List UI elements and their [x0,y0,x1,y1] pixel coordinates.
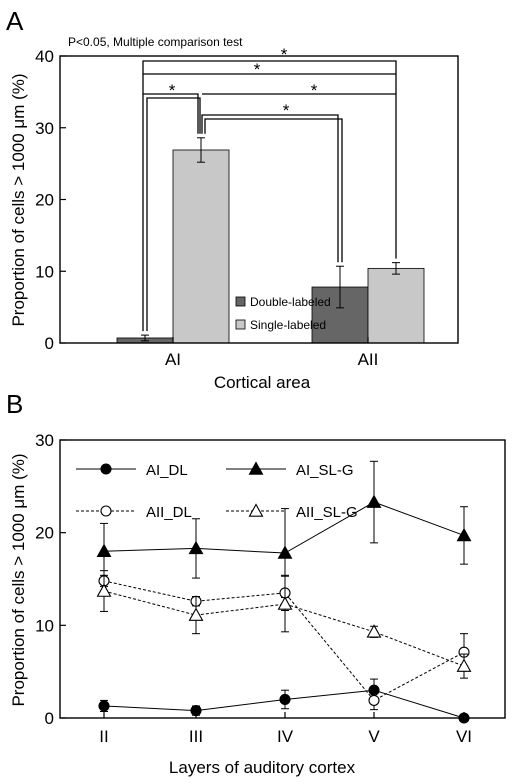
significance-annotation: P<0.05, Multiple comparison test [68,35,243,49]
legend-label: Single-labeled [250,318,326,332]
data-point [248,503,264,517]
significance-star: * [169,81,176,100]
bracket-ai-sl-aii-dl [201,114,339,263]
legend-label: Double-labeled [250,295,331,309]
panel-b: B Proportion of cells > 1000 μm (%) Laye… [6,389,506,777]
y-tick-label-a: 40 [35,47,54,66]
data-point [190,705,202,717]
data-point [96,583,112,597]
data-point [188,607,204,621]
legend-label: AI_SL-G [296,462,354,479]
y-tick-label-a: 0 [45,334,54,353]
plot-frame-b [59,439,506,719]
series-line [103,590,465,667]
data-point [277,545,293,559]
bracket-ai-dl-ai-sl [146,97,201,332]
y-tick-label-b: 20 [35,524,54,543]
data-point [366,494,382,508]
significance-star: * [311,81,318,100]
y-axis-label-b: Proportion of cells > 1000 μm (%) [9,453,28,706]
bracket-ai-dl-ai-sl [142,93,199,332]
significance-star: * [281,45,288,64]
series-line [103,580,465,702]
data-point [100,505,112,517]
legend-label: AI_DL [146,462,188,479]
x-tick-label-b: IV [277,727,294,746]
series-aii-dl [98,574,470,711]
x-tick-label-a: AI [165,350,181,369]
data-point [100,463,112,475]
legend-label: AII_SL-G [296,504,358,521]
x-tick-label-b: VI [456,727,472,746]
x-tick-label-b: II [99,727,108,746]
series-ai-sl-g [96,460,472,599]
data-point [98,700,110,712]
significance-star: * [283,101,290,120]
panel-label-b: B [6,389,23,419]
data-point [366,624,382,638]
x-axis-label-b: Layers of auditory cortex [169,758,356,777]
y-tick-label-b: 10 [35,616,54,635]
legend-label: AII_DL [146,504,192,521]
bar-single-labeled [172,149,230,344]
y-tick-label-a: 10 [35,262,54,281]
data-point [458,712,470,724]
x-tick-label-b: V [368,727,380,746]
y-tick-label-b: 0 [45,709,54,728]
y-tick-label-b: 30 [35,431,54,450]
y-axis-label-a: Proportion of cells > 1000 μm (%) [9,73,28,326]
data-point [248,461,264,475]
data-point [456,658,472,672]
legend-swatch [235,319,246,330]
panel-label-a: A [6,6,24,36]
series-aii-sl-g [96,570,472,679]
data-point [368,694,380,706]
x-axis-label-a: Cortical area [214,373,311,392]
data-point [279,693,291,706]
legend-swatch [235,296,246,307]
data-point [96,543,112,557]
significance-star: * [254,60,261,79]
series-ai-dl [98,678,470,724]
x-tick-label-a: AII [358,350,379,369]
y-tick-label-a: 30 [35,119,54,138]
bracket-ai-sl-aii-dl [204,118,343,263]
bar-single-labeled [367,267,425,344]
data-point [188,540,204,555]
panel-a: A P<0.05, Multiple comparison test Propo… [6,6,459,392]
y-tick-label-a: 20 [35,191,54,210]
data-point [456,527,472,542]
data-point [277,596,293,610]
bracket-ai-sl-aii-sl [142,60,397,259]
x-tick-label-b: III [189,727,203,746]
